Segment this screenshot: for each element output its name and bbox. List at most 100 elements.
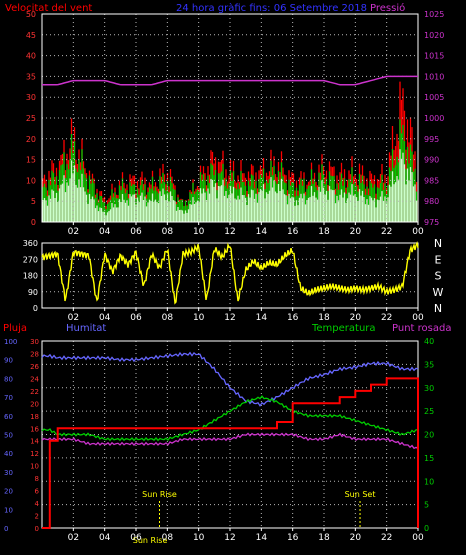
- wind-y-tick-label: 10: [26, 176, 36, 185]
- humidity-y-tick-label: 0: [4, 525, 8, 533]
- temp-hum-x-tick-label: 06: [130, 533, 142, 543]
- temperature-y-tick-label: 0: [424, 524, 429, 533]
- wind-y-tick-label: 30: [26, 93, 36, 102]
- pressure-y-tick-label: 1010: [424, 72, 444, 81]
- pressure-y-tick-label: 1015: [424, 52, 444, 61]
- temp-hum-x-tick-label: 16: [287, 533, 299, 543]
- rain-line: [42, 377, 419, 529]
- temp-hum-x-tick-label: 18: [318, 533, 330, 543]
- humidity-y-tick-label: 40: [4, 450, 13, 458]
- temp-hum-x-tick-label: 08: [162, 533, 174, 543]
- humidity-y-tick-label: 80: [4, 375, 13, 383]
- rain-y-tick-label: 14: [30, 438, 39, 446]
- wind-pressure-x-tick-label: 16: [287, 227, 299, 237]
- rain-y-tick-label: 6: [35, 488, 40, 496]
- wind-direction-x-tick-label: 18: [318, 313, 330, 323]
- pressure-line: [42, 75, 418, 86]
- rain-y-tick-label: 26: [30, 363, 39, 371]
- compass-label: E: [435, 253, 442, 266]
- wind-direction-x-tick-label: 10: [193, 313, 205, 323]
- direction-y-tick-label: 270: [23, 255, 38, 264]
- temperature-y-tick-label: 15: [424, 454, 434, 463]
- wind-y-tick-label: 5: [31, 197, 36, 206]
- header-right-title: Pressió: [370, 2, 405, 14]
- humidity-line: [41, 351, 419, 407]
- sun-event-label: Sun Rise: [142, 490, 177, 499]
- temp-hum-x-tick-label: 04: [99, 533, 111, 543]
- dewpoint-axis-label: Punt rosada: [392, 323, 451, 334]
- temperature-y-tick-label: 25: [424, 407, 434, 416]
- rain-y-tick-label: 8: [35, 475, 39, 483]
- wind-y-tick-label: 25: [26, 114, 36, 123]
- humidity-y-tick-label: 70: [4, 394, 13, 402]
- direction-y-tick-label: 90: [28, 288, 38, 297]
- wind-pressure-x-tick-label: 00: [412, 227, 424, 237]
- humidity-y-tick-label: 20: [4, 488, 13, 496]
- rain-y-tick-label: 24: [30, 375, 39, 383]
- rain-y-tick-label: 4: [35, 500, 40, 508]
- temperature-y-tick-label: 20: [424, 431, 434, 440]
- sun-event-label: Sun Rise: [133, 536, 168, 545]
- wind-direction-x-tick-label: 04: [99, 313, 111, 323]
- wind-y-tick-label: 0: [31, 218, 36, 227]
- compass-label: N: [434, 237, 442, 250]
- rain-axis-label: Pluja: [3, 323, 27, 334]
- direction-y-tick-label: 180: [23, 272, 38, 281]
- temperature-y-tick-label: 5: [424, 501, 429, 510]
- humidity-y-tick-label: 100: [4, 338, 17, 346]
- temp-hum-x-tick-label: 20: [350, 533, 362, 543]
- wind-direction-series: [41, 240, 419, 305]
- temp-hum-x-tick-label: 14: [256, 533, 268, 543]
- wind-direction-x-tick-label: 06: [130, 313, 142, 323]
- wind-direction-x-tick-label: 12: [224, 313, 235, 323]
- humidity-y-tick-label: 50: [4, 432, 13, 440]
- rain-y-tick-label: 12: [30, 450, 39, 458]
- wind-speed-series: [42, 149, 418, 222]
- wind-y-tick-label: 45: [26, 31, 36, 40]
- temp-hum-x-tick-label: 10: [193, 533, 205, 543]
- wind-pressure-x-tick-label: 10: [193, 227, 205, 237]
- temperature-y-tick-label: 40: [424, 337, 434, 346]
- wind-pressure-x-tick-label: 22: [381, 227, 392, 237]
- pressure-y-tick-label: 995: [424, 135, 439, 144]
- header-center-title: 24 hora gràfic fins: 06 Setembre 2018: [176, 2, 367, 14]
- wind-pressure-x-tick-label: 18: [318, 227, 330, 237]
- sun-event-label: Sun Set: [345, 490, 376, 499]
- direction-y-tick-label: 360: [23, 239, 38, 248]
- rain-y-tick-label: 20: [30, 400, 39, 408]
- compass-label: W: [433, 286, 444, 299]
- pressure-y-tick-label: 1005: [424, 93, 444, 102]
- wind-direction-line: [41, 240, 419, 305]
- wind-pressure-x-tick-label: 20: [350, 227, 362, 237]
- pressure-y-tick-label: 980: [424, 197, 439, 206]
- temperature-y-tick-label: 10: [424, 477, 434, 486]
- wind-direction-x-tick-label: 22: [381, 313, 392, 323]
- temp-hum-x-tick-label: 12: [224, 533, 235, 543]
- rain-y-tick-label: 0: [35, 525, 39, 533]
- wind-pressure-panel: 0510152025303540455097598098599099510001…: [26, 10, 445, 237]
- temperature-humidity-panel: 0102030405060708090100024681012141618202…: [4, 337, 434, 545]
- wind-y-tick-label: 50: [26, 10, 36, 19]
- wind-direction-x-tick-label: 20: [350, 313, 362, 323]
- wind-pressure-x-tick-label: 14: [256, 227, 268, 237]
- temp-hum-x-tick-label: 22: [381, 533, 392, 543]
- wind-direction-x-tick-label: 00: [412, 313, 424, 323]
- temp-hum-x-tick-label: 02: [68, 533, 79, 543]
- wind-y-tick-label: 35: [26, 72, 36, 81]
- humidity-y-tick-label: 60: [4, 413, 13, 421]
- rain-y-tick-label: 22: [30, 388, 39, 396]
- pressure-y-tick-label: 985: [424, 176, 439, 185]
- wind-y-tick-label: 40: [26, 52, 36, 61]
- wind-y-tick-label: 15: [26, 156, 36, 165]
- wind-pressure-x-tick-label: 12: [224, 227, 235, 237]
- wind-direction-x-tick-label: 08: [162, 313, 174, 323]
- humidity-y-tick-label: 10: [4, 506, 13, 514]
- rain-y-tick-label: 10: [30, 463, 39, 471]
- temperature-y-tick-label: 35: [424, 360, 434, 369]
- wind-y-tick-label: 20: [26, 135, 36, 144]
- temperature-line: [41, 395, 419, 442]
- wind-pressure-x-tick-label: 08: [162, 227, 174, 237]
